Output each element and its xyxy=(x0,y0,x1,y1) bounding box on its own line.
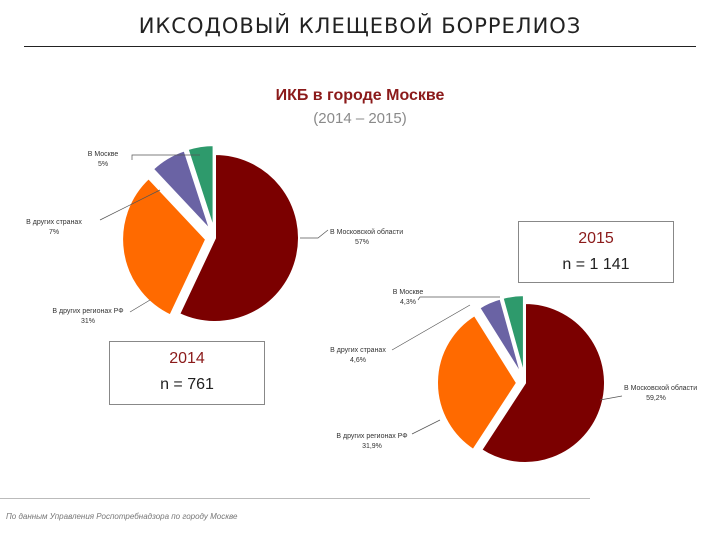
pie-slice-2015-moscow-region xyxy=(479,301,606,464)
slice-value-2014-other-rf: 31% xyxy=(81,318,95,325)
slice-label-2015-other-rf: В других регионах РФ xyxy=(336,433,407,440)
slice-label-2014-moscow-region: В Московской области xyxy=(330,228,403,236)
pie-slice-2015-moscow xyxy=(501,294,525,376)
slice-label-2015-moscow-region: В Московской области xyxy=(624,384,697,392)
pie-slice-2014-other-countries xyxy=(151,149,212,231)
leader-line-2015-moscow xyxy=(417,296,500,301)
year-label-2014: 2014 xyxy=(169,350,205,367)
slice-label-2015-other-countries: В других странах xyxy=(330,347,386,354)
leader-line-2014-moscow-region xyxy=(300,229,329,239)
slice-value-2015-other-countries: 4,6% xyxy=(350,357,366,364)
pie-slice-2014-moscow xyxy=(186,144,215,230)
slice-value-2014-moscow-region: 57% xyxy=(355,239,369,246)
slice-label-2014-other-countries: В других странах xyxy=(26,219,82,226)
slice-value-2015-other-rf: 31,9% xyxy=(362,443,382,450)
leader-line-2014-moscow xyxy=(131,154,200,160)
slice-label-2014-moscow: В Москве xyxy=(88,151,119,158)
source-note: По данным Управления Роспотребнадзора по… xyxy=(6,512,238,521)
slice-label-2015-moscow: В Москве xyxy=(393,289,424,296)
leader-line-2015-other-rf xyxy=(411,419,441,435)
slice-label-2014-other-rf: В других регионах РФ xyxy=(52,308,123,315)
slice-value-2014-moscow: 5% xyxy=(98,161,108,168)
slice-value-2014-other-countries: 7% xyxy=(49,229,59,236)
chart-title: ИКБ в городе Москве xyxy=(275,87,445,104)
title-divider xyxy=(24,46,696,47)
year-box-2014: 2014 n = 761 xyxy=(109,341,265,405)
footer-divider xyxy=(0,498,590,499)
sample-size-2015: n = 1 141 xyxy=(562,256,630,273)
year-label-2015: 2015 xyxy=(578,230,614,247)
slice-value-2015-moscow-region: 59,2% xyxy=(646,395,666,402)
pie-slice-2015-other-rf xyxy=(436,313,519,452)
leader-line-2015-other-countries xyxy=(391,304,471,351)
page-title: ИКСОДОВЫЙ КЛЕЩЕВОЙ БОРРЕЛИОЗ xyxy=(138,14,582,38)
leader-line-2014-other-rf xyxy=(129,299,151,313)
leader-line-2014-other-countries xyxy=(99,189,161,221)
pie-slice-2014-other-rf xyxy=(121,176,208,317)
pie-slice-2015-other-countries xyxy=(477,297,523,377)
pie-slice-2014-moscow-region xyxy=(177,152,300,323)
sample-size-2014: n = 761 xyxy=(160,376,214,393)
leader-line-2015-moscow-region xyxy=(599,395,623,401)
chart-subtitle: (2014 – 2015) xyxy=(313,110,407,127)
year-box-2015: 2015 n = 1 141 xyxy=(518,221,674,283)
slice-value-2015-moscow: 4,3% xyxy=(400,299,416,306)
